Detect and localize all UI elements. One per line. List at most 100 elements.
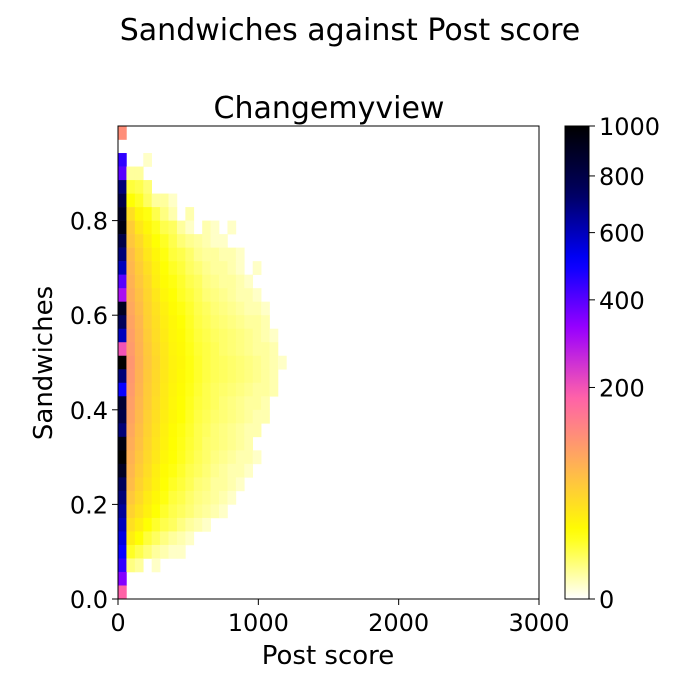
heatmap-cell [160, 301, 169, 316]
heatmap-cell [126, 355, 136, 370]
heatmap-cell [143, 504, 152, 519]
heatmap-cell [210, 504, 220, 519]
heatmap-cell [118, 342, 127, 357]
heatmap-cell [126, 261, 136, 275]
heatmap-cell [227, 220, 237, 235]
heatmap-cell [118, 274, 127, 289]
heatmap-cell [160, 490, 169, 505]
heatmap-cell [176, 396, 186, 411]
heatmap-cell [143, 544, 152, 559]
heatmap-cell [176, 436, 186, 451]
heatmap-cell [134, 423, 144, 438]
heatmap-cell [126, 369, 136, 384]
heatmap-cell [118, 382, 127, 397]
heatmap-cell [160, 436, 169, 451]
y-tick-label: 0.8 [70, 208, 108, 236]
heatmap-cell [235, 382, 245, 397]
heatmap-cell [151, 396, 161, 411]
heatmap-cell [269, 382, 279, 397]
heatmap-cell [151, 193, 161, 208]
heatmap-cell [235, 436, 245, 451]
heatmap-cell [126, 382, 136, 397]
heatmap-cell [134, 274, 144, 289]
heatmap-cell [219, 463, 228, 478]
heatmap-cell [118, 207, 127, 221]
heatmap-cell [244, 274, 254, 289]
heatmap-cell [244, 288, 254, 302]
heatmap-cell [143, 517, 152, 532]
heatmap-cell [134, 544, 144, 559]
heatmap-cell [160, 355, 169, 370]
heatmap-cell [193, 234, 203, 248]
heatmap-cell [219, 450, 228, 465]
heatmap-cell [252, 342, 262, 357]
x-axis: 0 1000 2000 3000 [110, 599, 570, 637]
heatmap-cell [210, 315, 220, 330]
heatmap-cell [210, 436, 220, 451]
heatmap-cell [143, 328, 152, 343]
heatmap-cell [126, 220, 136, 235]
heatmap-cell [168, 463, 178, 478]
heatmap-cell [143, 369, 152, 384]
heatmap-cell [227, 274, 237, 289]
heatmap-cell [176, 477, 186, 492]
heatmap-cell [151, 342, 161, 357]
heatmap-cell [193, 261, 203, 275]
heatmap-cell [143, 436, 152, 451]
heatmap-cell [185, 517, 195, 532]
heatmap-cell [202, 504, 211, 519]
heatmap-cell [219, 288, 228, 302]
heatmap-cell [202, 517, 211, 532]
heatmap-cell [219, 301, 228, 316]
heatmap-cell [202, 490, 211, 505]
heatmap-cell [160, 220, 169, 235]
heatmap-cell [118, 544, 127, 559]
heatmap-cell [126, 328, 136, 343]
heatmap-cell [202, 436, 211, 451]
heatmap-cell [160, 274, 169, 289]
heatmap-cell [210, 247, 220, 262]
heatmap-cell [151, 207, 161, 221]
heatmap-cell [219, 234, 228, 248]
heatmap-cell [143, 247, 152, 262]
heatmap-cell [118, 396, 127, 411]
heatmap-cell [235, 261, 245, 275]
heatmap-cell [134, 450, 144, 465]
heatmap-cell [219, 369, 228, 384]
heatmap-cell [261, 342, 270, 357]
heatmap-cell [118, 288, 127, 302]
heatmap-cell [202, 342, 211, 357]
heatmap-cell [126, 490, 136, 505]
heatmap-cell [134, 180, 144, 194]
heatmap-cell [252, 355, 262, 370]
heatmap-cell [252, 261, 262, 275]
heatmap-cell [168, 409, 178, 424]
heatmap-cell [227, 247, 237, 262]
heatmap-cell [193, 477, 203, 492]
heatmap-cell [151, 463, 161, 478]
heatmap-cell [185, 504, 195, 519]
y-tick-label: 0.6 [70, 302, 108, 330]
heatmap-cell [277, 355, 287, 370]
heatmap-cell [185, 220, 195, 235]
heatmap-cell [151, 234, 161, 248]
heatmap-cell [261, 382, 270, 397]
heatmap-cell [151, 261, 161, 275]
y-tick-label: 0.0 [70, 586, 108, 614]
heatmap-cell [185, 490, 195, 505]
heatmap-cell [235, 315, 245, 330]
heatmap-cell [118, 315, 127, 330]
heatmap-cell [193, 342, 203, 357]
heatmap-cell [185, 409, 195, 424]
heatmap-cell [252, 369, 262, 384]
heatmap-cell [235, 450, 245, 465]
heatmap-cell [118, 220, 127, 235]
heatmap-cell [134, 517, 144, 532]
heatmap-cell [244, 342, 254, 357]
heatmap-cell [210, 490, 220, 505]
heatmap-cell [126, 234, 136, 248]
heatmap-cell [176, 531, 186, 546]
heatmap-cell [168, 544, 178, 559]
heatmap-cell [269, 328, 279, 343]
heatmap-cell [202, 382, 211, 397]
